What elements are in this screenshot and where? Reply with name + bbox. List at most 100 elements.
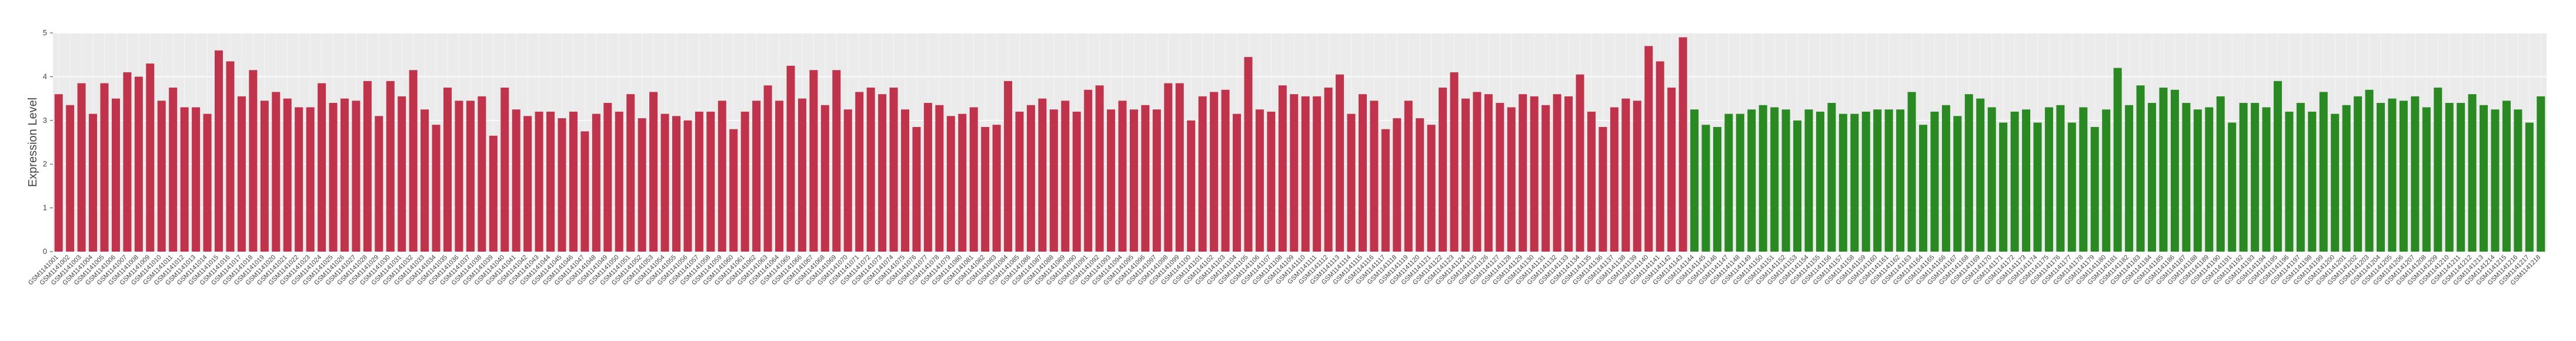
bar (2319, 92, 2328, 252)
bar (123, 72, 132, 252)
bar (1896, 109, 1905, 252)
bar (1301, 96, 1310, 252)
bar (660, 113, 669, 252)
bar (958, 113, 967, 252)
bar (1038, 98, 1047, 252)
bar (1084, 89, 1093, 252)
bar (1255, 109, 1264, 252)
y-tick-label: 1 (43, 203, 47, 212)
bar (1770, 107, 1779, 252)
bar (1759, 105, 1767, 252)
bar (2388, 98, 2397, 252)
bar (2033, 122, 2042, 252)
bar (2273, 81, 2282, 252)
bar (798, 98, 806, 252)
bar (2079, 107, 2088, 252)
bar (775, 101, 784, 252)
bar (1701, 125, 1710, 252)
bar (1416, 118, 1424, 252)
bar (111, 98, 120, 252)
bar (2296, 103, 2305, 252)
bar (946, 116, 955, 252)
bar (1473, 92, 1481, 252)
bar (157, 101, 166, 252)
bar (2514, 109, 2522, 252)
bar (2113, 68, 2122, 252)
bar (1164, 83, 1173, 252)
bar (1644, 46, 1653, 252)
bar (1838, 113, 1847, 252)
bar (603, 103, 612, 252)
bar (1873, 109, 1882, 252)
bar (718, 101, 726, 252)
bar (2285, 111, 2294, 252)
bar (295, 107, 303, 252)
bar (2067, 122, 2076, 252)
bar (1576, 74, 1584, 252)
bar (1210, 92, 1219, 252)
bar (2147, 103, 2156, 252)
y-tick-label: 2 (43, 159, 47, 168)
bar (1026, 105, 1035, 252)
bar (1793, 120, 1802, 252)
bar (1976, 98, 1985, 252)
bar (2434, 88, 2442, 252)
bar (409, 70, 418, 252)
bar (1336, 74, 1344, 252)
bar (786, 65, 795, 252)
bar (1461, 98, 1470, 252)
bar (2422, 107, 2431, 252)
bar (1804, 109, 1813, 252)
bar (1553, 94, 1561, 252)
bar (2457, 103, 2465, 252)
bar (432, 125, 441, 252)
bar (2159, 88, 2168, 252)
bar (1964, 94, 1973, 252)
bar (2491, 109, 2500, 252)
bar (1221, 89, 1230, 252)
bar (398, 96, 406, 252)
bar (1107, 109, 1116, 252)
bar (2480, 105, 2488, 252)
bar (855, 92, 864, 252)
bar (832, 70, 841, 252)
bar (2090, 126, 2099, 252)
bar (512, 109, 520, 252)
y-axis-title: Expression Level (26, 98, 39, 187)
bar (683, 120, 692, 252)
bar (546, 111, 555, 252)
bar (1861, 111, 1870, 252)
bar (1541, 105, 1550, 252)
bar (455, 101, 463, 252)
bar (1884, 109, 1893, 252)
bar (283, 98, 292, 252)
bar (352, 101, 361, 252)
bar (763, 85, 772, 252)
bar (2445, 103, 2454, 252)
bar (1713, 126, 1721, 252)
bar (2136, 85, 2145, 252)
bar (306, 107, 315, 252)
bar (1918, 125, 1928, 252)
bar (1233, 113, 1242, 252)
bar (1610, 107, 1619, 252)
bar (2376, 103, 2385, 252)
bar (2537, 96, 2545, 252)
bar (706, 111, 715, 252)
bar (1953, 116, 1962, 252)
bar (1679, 37, 1687, 252)
bar (809, 70, 818, 252)
bar (820, 105, 829, 252)
bar (752, 101, 761, 252)
bar (466, 101, 475, 252)
bar (1313, 96, 1322, 252)
bar (580, 131, 589, 252)
bar (2193, 109, 2202, 252)
bar (569, 111, 578, 252)
bar (1450, 72, 1459, 252)
bar (1061, 101, 1070, 252)
bar (249, 70, 258, 252)
bar (226, 61, 235, 252)
bar (592, 113, 600, 252)
bar (626, 94, 635, 252)
